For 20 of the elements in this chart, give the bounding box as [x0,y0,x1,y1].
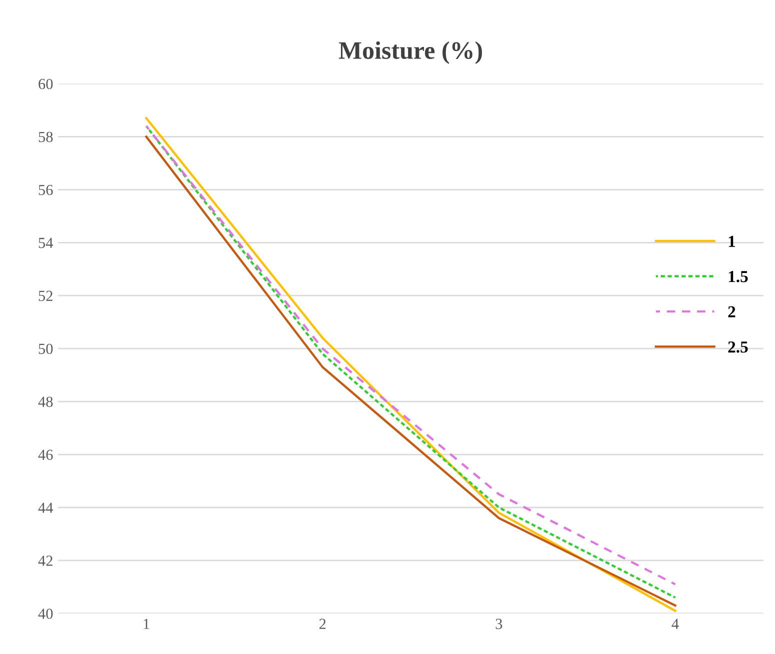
y-tick-label: 40 [38,608,53,619]
y-tick-label: 50 [38,344,53,354]
y-tick-label: 60 [38,78,53,90]
y-tick-label: 54 [38,238,54,248]
y-tick-label: 52 [38,290,52,302]
y-tick-label: 58 [38,132,53,142]
legend-label: 2.5 [728,341,748,353]
y-tick-label: 56 [38,184,53,196]
legend-label: 1.5 [728,271,748,282]
chart-title: Moisture (%) [338,41,482,64]
x-tick-label: 1 [144,618,150,629]
y-tick-label: 44 [38,502,54,513]
y-tick-label: 46 [38,450,53,460]
y-tick-label: 42 [38,556,52,566]
x-tick-label: 3 [496,618,502,630]
legend-label: 2 [728,306,736,318]
x-tick-label: 2 [319,618,326,629]
legend-label: 1 [728,236,736,247]
x-tick-label: 4 [672,618,679,629]
y-tick-label: 48 [38,396,53,408]
